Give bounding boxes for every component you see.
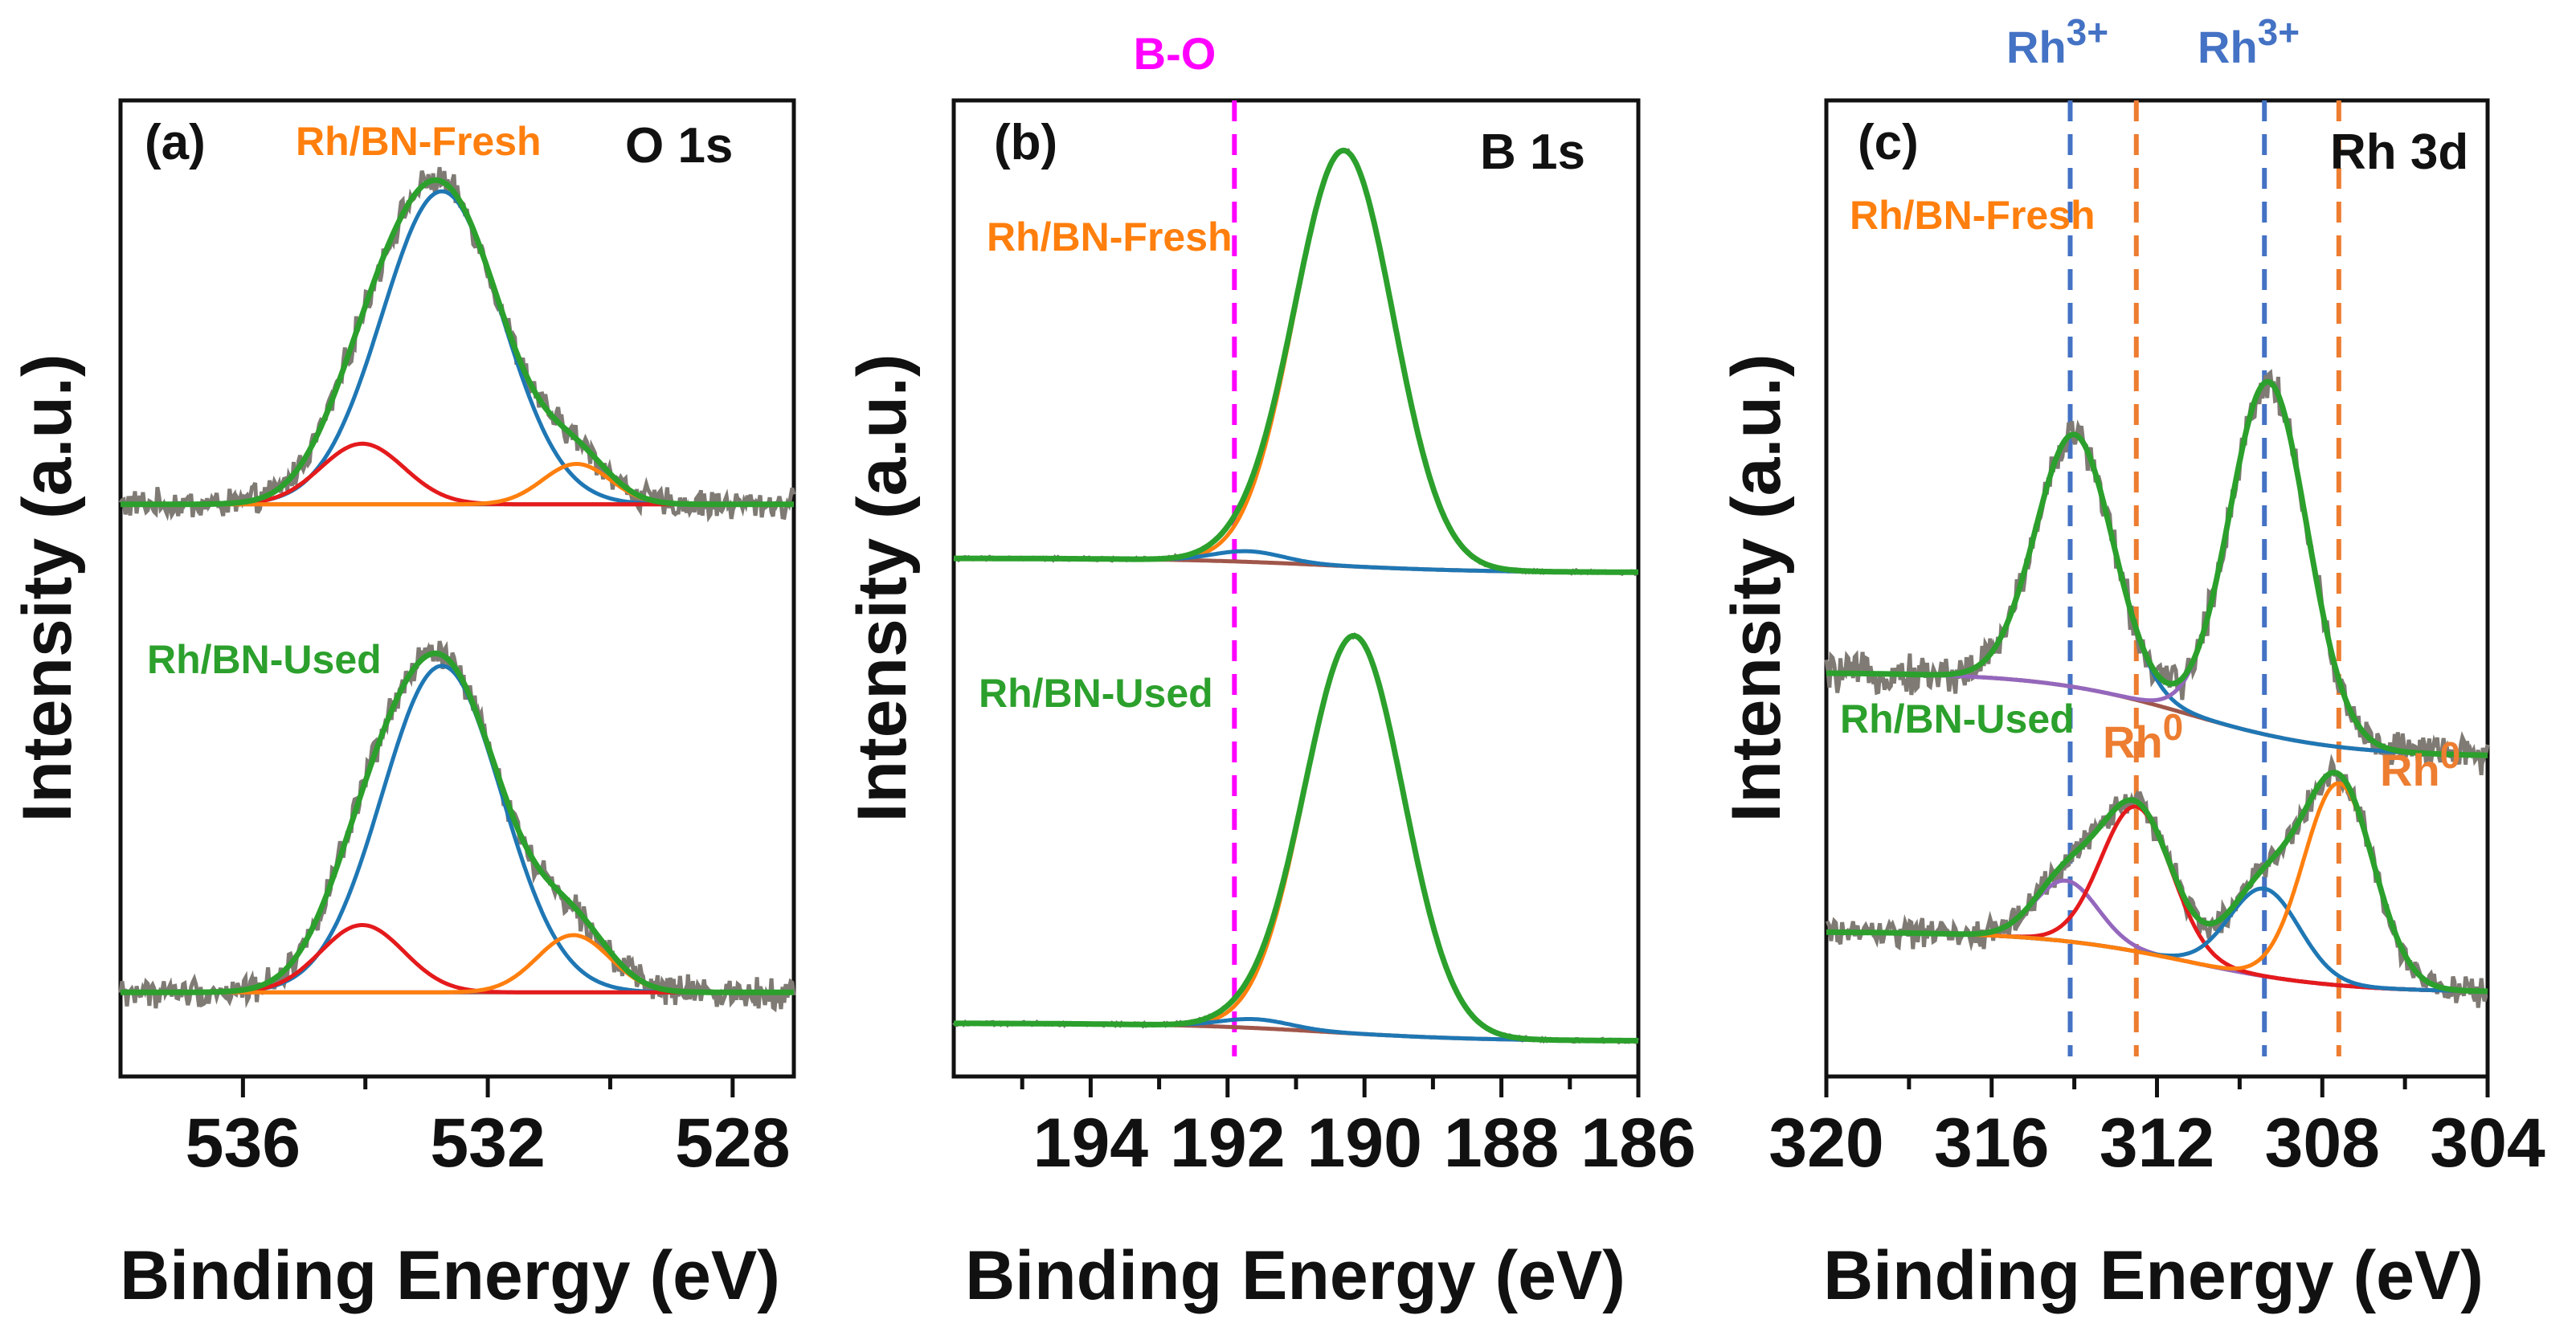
rh3-label-left: Rh3+: [2006, 11, 2108, 72]
panel-b-letter: (b): [994, 115, 1057, 170]
panel-a-region-label: O 1s: [625, 118, 733, 174]
panel-a-x-axis-title: Binding Energy (eV): [120, 1237, 780, 1314]
panel-a-frame: [118, 98, 796, 1079]
rh3-label-right: Rh3+: [2198, 11, 2300, 72]
envelope-fit-rh-bn-used: [121, 650, 794, 995]
panel-a-used-label: Rh/BN-Used: [147, 637, 382, 682]
panel-b-y-axis-title: Intensity (a.u.): [844, 354, 921, 823]
panel-a-y-axis-title: Intensity (a.u.): [9, 354, 86, 823]
panel-b-region-label: B 1s: [1480, 125, 1585, 180]
rh3-left-base: Rh: [2006, 22, 2067, 72]
panel-c-fresh-label: Rh/BN-Fresh: [1850, 193, 2096, 238]
x-tick-label-304: 304: [2430, 1105, 2545, 1182]
panel-c-rh3d: 320 316 312 308 304 (c) Rh 3d Rh/BN-Fresh Rh…: [1718, 11, 2545, 1314]
x-tick-label-528: 528: [675, 1105, 791, 1182]
rh0-right-base: Rh: [2380, 745, 2440, 795]
raw-spectrum-rh-bn-used: [1825, 754, 2488, 1008]
x-tick-label-312: 312: [2100, 1105, 2215, 1182]
component-lattice-o-rh-bn-used: [121, 664, 794, 995]
rh0-left-superscript: 0: [2163, 706, 2184, 748]
x-tick-label-308: 308: [2265, 1105, 2381, 1182]
raw-spectrum-rh-bn-used: [118, 640, 796, 1013]
envelope-fit-rh-bn-used: [954, 633, 1638, 1044]
panel-b-fresh-label: Rh/BN-Fresh: [987, 214, 1233, 259]
raw-spectrum-rh-bn-fresh: [118, 166, 796, 523]
panel-c-used-label: Rh/BN-Used: [1840, 697, 2075, 741]
panel-c-letter: (c): [1858, 115, 1919, 170]
panel-a-o1s: 536 532 528 (a) O 1s Rh/BN-Fresh Rh/BN-Use…: [9, 98, 796, 1314]
rh3-right-base: Rh: [2198, 22, 2258, 72]
panel-c-y-axis-title: Intensity (a.u.): [1718, 354, 1795, 823]
x-tick-label-192: 192: [1170, 1105, 1286, 1182]
b-o-reference-label: B-O: [1134, 28, 1216, 79]
x-tick-label-194: 194: [1033, 1105, 1149, 1182]
x-tick-label-316: 316: [1934, 1105, 2050, 1182]
x-tick-label-188: 188: [1444, 1105, 1560, 1182]
panel-a-fresh-label: Rh/BN-Fresh: [296, 119, 542, 164]
rh0-right-superscript: 0: [2440, 734, 2461, 776]
rh0-label-left: Rh0: [2103, 706, 2183, 767]
rh3-left-superscript: 3+: [2067, 11, 2108, 53]
envelope-fit-rh-bn-used: [1826, 770, 2488, 995]
envelope-fit-rh-bn-fresh: [1826, 378, 2488, 758]
panel-a-letter: (a): [145, 115, 206, 170]
rh0-left-base: Rh: [2103, 717, 2163, 767]
rh3-right-superscript: 3+: [2258, 11, 2300, 53]
panel-c-x-axis-title: Binding Energy (eV): [1823, 1237, 2484, 1314]
panel-c-region-label: Rh 3d: [2330, 125, 2468, 180]
x-tick-label-536: 536: [186, 1105, 301, 1182]
component-rh0-3d5-2-rh-bn-used: [1826, 781, 2488, 994]
component-lattice-o-rh-bn-fresh: [121, 189, 794, 507]
x-tick-label-532: 532: [430, 1105, 546, 1182]
panel-b-x-axis-title: Binding Energy (eV): [965, 1237, 1625, 1314]
component-high-be-o-rh-bn-fresh: [121, 441, 794, 507]
panel-b-used-label: Rh/BN-Used: [979, 671, 1213, 716]
x-tick-label-320: 320: [1768, 1105, 1884, 1182]
envelope-fit-rh-bn-fresh: [121, 177, 794, 508]
rh0-label-right: Rh0: [2380, 734, 2460, 795]
x-tick-label-190: 190: [1306, 1105, 1422, 1182]
envelope-fit-rh-bn-fresh: [954, 147, 1638, 575]
panel-b-b1s: 194 192 190 188 186 (b) B 1s Rh/BN-Fresh Rh/…: [844, 28, 1696, 1314]
x-tick-label-186: 186: [1580, 1105, 1696, 1182]
